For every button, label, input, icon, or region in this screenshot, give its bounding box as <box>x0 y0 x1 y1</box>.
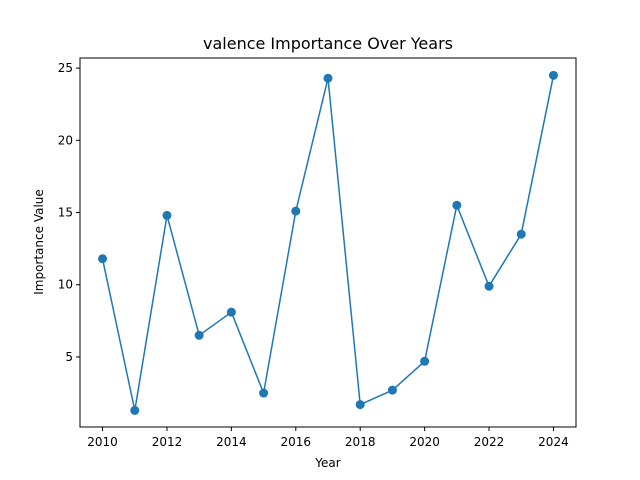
y-axis-label: Importance Value <box>32 189 46 295</box>
chart-title: valence Importance Over Years <box>203 34 453 53</box>
plot-frame <box>79 57 577 428</box>
data-point <box>291 206 301 216</box>
x-tick-label: 2012 <box>152 435 183 449</box>
data-point <box>387 385 397 395</box>
data-point <box>516 229 526 239</box>
x-tick-label: 2016 <box>281 435 312 449</box>
data-point <box>420 356 430 366</box>
x-tick-label: 2010 <box>87 435 118 449</box>
data-point <box>98 254 108 264</box>
x-tick-label: 2018 <box>345 435 376 449</box>
x-axis-label: Year <box>314 456 340 470</box>
data-point <box>194 330 204 340</box>
data-point <box>452 200 462 210</box>
x-tick-label: 2022 <box>474 435 505 449</box>
data-point <box>323 73 333 83</box>
data-point <box>162 210 172 220</box>
y-axis-ticks: 5 10 15 20 25 <box>58 61 80 364</box>
x-axis-ticks: 2010 2012 2014 2016 2018 2020 2022 2024 <box>87 427 569 449</box>
data-points <box>98 70 558 415</box>
y-tick-label: 25 <box>58 61 73 75</box>
x-tick-label: 2020 <box>409 435 440 449</box>
data-point <box>226 307 236 317</box>
y-tick-label: 15 <box>58 206 73 220</box>
data-point <box>130 405 140 415</box>
data-point <box>259 388 269 398</box>
data-point <box>484 281 494 291</box>
x-tick-label: 2024 <box>538 435 569 449</box>
data-point <box>355 400 365 410</box>
x-tick-label: 2014 <box>216 435 247 449</box>
data-point <box>548 70 558 80</box>
y-tick-label: 10 <box>58 278 73 292</box>
y-tick-label: 5 <box>65 350 73 364</box>
y-tick-label: 20 <box>58 133 73 147</box>
series-line <box>101 75 555 411</box>
